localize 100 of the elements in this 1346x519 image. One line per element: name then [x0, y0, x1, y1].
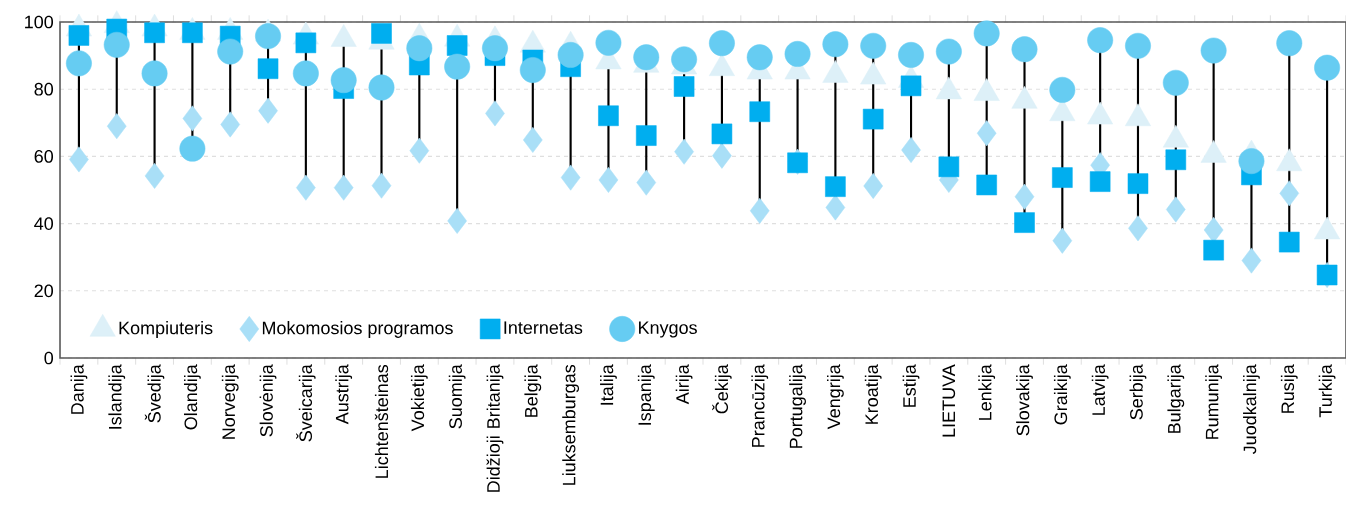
point	[519, 57, 546, 83]
point	[822, 31, 849, 58]
point	[144, 162, 165, 189]
x-tick-label: Italija	[600, 364, 617, 405]
point	[1052, 227, 1073, 254]
point	[1127, 173, 1149, 194]
x-tick-label: Islandija	[108, 364, 126, 429]
point	[976, 120, 997, 147]
point	[103, 31, 130, 58]
point	[1089, 171, 1111, 192]
x-tick-label: Latvija	[1091, 364, 1109, 415]
point	[1087, 27, 1114, 54]
point	[862, 108, 884, 130]
x-tick-label: Rusija	[1280, 364, 1298, 413]
point	[560, 164, 581, 191]
point	[255, 23, 281, 50]
point	[711, 123, 733, 145]
y-tick-label: 20	[34, 284, 54, 298]
point	[292, 60, 319, 87]
point	[182, 105, 203, 132]
x-tick-label: Slovėnija	[259, 364, 277, 437]
point	[69, 146, 89, 173]
y-tick-label: 40	[34, 217, 54, 230]
x-tick-label: Danija	[70, 364, 88, 414]
point	[217, 38, 244, 65]
point	[557, 42, 584, 68]
point	[523, 127, 543, 153]
point	[295, 32, 317, 54]
point	[1276, 30, 1303, 57]
legend-label: Kompiuteris	[119, 321, 213, 338]
x-tick-label: Kroatija	[864, 364, 882, 424]
point	[1014, 183, 1035, 210]
point	[1203, 239, 1224, 261]
point	[1052, 167, 1073, 188]
point	[371, 23, 392, 44]
point	[1279, 231, 1300, 253]
point	[1162, 69, 1189, 96]
x-tick-label: Olandija	[183, 364, 201, 430]
point	[1241, 247, 1262, 274]
x-tick-label: Didžioji Britanija	[486, 364, 504, 492]
point	[1165, 149, 1187, 171]
x-tick-label: Serbija	[1129, 364, 1147, 420]
point	[976, 174, 997, 196]
point	[446, 35, 468, 56]
point	[633, 44, 660, 71]
point	[1011, 36, 1038, 63]
point	[409, 137, 430, 164]
point	[598, 166, 619, 193]
point	[371, 172, 392, 199]
x-tick-label: Liuksemburgas	[562, 364, 580, 485]
x-tick-label: Švedija	[144, 364, 165, 423]
legend-label: Internetas	[504, 321, 583, 334]
point	[708, 30, 735, 57]
point	[673, 76, 695, 97]
x-tick-label: Turkija	[1318, 364, 1336, 418]
point	[444, 53, 471, 80]
point	[406, 35, 433, 62]
x-tick-label: Suomija	[448, 364, 466, 429]
x-tick-label: Vokietija	[410, 364, 428, 432]
point	[447, 207, 467, 234]
point	[296, 174, 316, 201]
x-tick-label: Ispanija	[637, 364, 655, 425]
point	[257, 58, 279, 79]
point	[746, 44, 773, 71]
point	[144, 22, 165, 44]
point	[182, 22, 203, 44]
y-tick-label: 60	[34, 150, 54, 163]
point	[330, 67, 357, 94]
x-tick-label: Vengrija	[826, 364, 844, 430]
point	[636, 125, 657, 146]
x-tick-label: Austrija	[335, 364, 353, 425]
x-tick-label: Prancūzija	[751, 364, 769, 447]
point	[863, 173, 883, 199]
x-tick-label: LIETUVA	[942, 364, 956, 437]
point	[671, 46, 698, 73]
x-tick-label: Portugalija	[789, 364, 806, 448]
y-tick-label: 100	[25, 15, 54, 29]
point	[1166, 196, 1186, 223]
point	[825, 194, 846, 221]
point	[860, 32, 887, 59]
point	[901, 137, 921, 163]
x-tick-label: Lenkija	[978, 364, 996, 420]
point	[712, 142, 732, 169]
x-tick-label: Belgija	[524, 364, 542, 417]
point	[674, 138, 694, 165]
x-tick-label: Čekija	[712, 364, 732, 414]
point	[482, 35, 508, 62]
legend-label: Mokomosios programos	[262, 321, 453, 338]
x-tick-label: Lichtenšteinas	[374, 364, 389, 478]
point	[636, 169, 657, 196]
point	[1128, 215, 1148, 242]
y-tick-label: 0	[44, 351, 54, 365]
point	[598, 105, 619, 127]
point	[1014, 212, 1035, 233]
point	[900, 75, 922, 97]
point	[65, 50, 92, 77]
point	[1279, 180, 1300, 207]
point	[220, 111, 240, 138]
point	[784, 40, 811, 67]
point	[825, 176, 846, 197]
